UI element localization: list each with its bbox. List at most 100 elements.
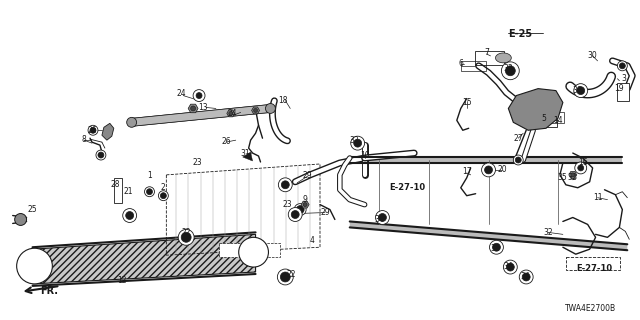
Circle shape xyxy=(253,108,257,112)
Circle shape xyxy=(571,173,575,177)
Text: 8: 8 xyxy=(82,135,86,144)
Text: 27: 27 xyxy=(513,134,523,143)
Polygon shape xyxy=(132,105,271,126)
Circle shape xyxy=(291,211,299,219)
Circle shape xyxy=(294,204,306,215)
Circle shape xyxy=(17,248,52,284)
Text: 26: 26 xyxy=(221,137,230,146)
Circle shape xyxy=(196,92,202,99)
Text: 7: 7 xyxy=(484,48,489,57)
Circle shape xyxy=(376,211,389,224)
Bar xyxy=(461,61,486,71)
Text: FR.: FR. xyxy=(40,286,58,296)
Text: TWA4E2700B: TWA4E2700B xyxy=(565,304,616,313)
Circle shape xyxy=(239,237,268,267)
Text: 11: 11 xyxy=(593,193,602,202)
Circle shape xyxy=(504,260,517,274)
Bar xyxy=(114,178,122,203)
Text: 1: 1 xyxy=(147,172,152,180)
Circle shape xyxy=(303,203,307,207)
Circle shape xyxy=(351,136,365,150)
Text: 16: 16 xyxy=(578,158,588,167)
Bar xyxy=(539,116,557,127)
Bar xyxy=(618,83,629,100)
Circle shape xyxy=(181,232,191,242)
Text: 28: 28 xyxy=(110,180,120,189)
Circle shape xyxy=(179,229,194,245)
Circle shape xyxy=(490,240,504,254)
Circle shape xyxy=(501,62,519,80)
Text: 21: 21 xyxy=(124,187,133,196)
Text: 19: 19 xyxy=(614,84,624,93)
Bar xyxy=(566,257,620,270)
Circle shape xyxy=(266,103,275,113)
Text: 23: 23 xyxy=(192,158,202,167)
Bar xyxy=(219,243,280,257)
Text: 9: 9 xyxy=(303,195,308,204)
Circle shape xyxy=(493,243,500,251)
Polygon shape xyxy=(243,152,253,161)
Circle shape xyxy=(577,87,585,95)
Circle shape xyxy=(191,106,196,111)
Circle shape xyxy=(125,212,134,220)
Text: 34: 34 xyxy=(374,215,385,224)
Circle shape xyxy=(88,125,98,135)
Text: 30: 30 xyxy=(588,52,598,60)
Text: 22: 22 xyxy=(287,269,296,278)
Text: 18: 18 xyxy=(278,96,288,105)
Circle shape xyxy=(161,193,166,199)
Text: 5: 5 xyxy=(541,114,547,123)
Text: 31: 31 xyxy=(241,148,250,157)
Circle shape xyxy=(147,189,152,195)
Circle shape xyxy=(515,157,521,163)
Circle shape xyxy=(98,152,104,158)
Polygon shape xyxy=(349,157,622,163)
Text: 13: 13 xyxy=(198,103,208,112)
Circle shape xyxy=(282,181,289,189)
Circle shape xyxy=(193,90,205,101)
Text: 2: 2 xyxy=(161,183,166,192)
Text: 15: 15 xyxy=(462,98,472,107)
Text: E-27-10: E-27-10 xyxy=(389,183,426,192)
Circle shape xyxy=(484,166,493,174)
Text: 35: 35 xyxy=(557,173,567,182)
Circle shape xyxy=(506,263,515,271)
Text: 34: 34 xyxy=(491,244,500,253)
Text: 29: 29 xyxy=(320,208,330,217)
Circle shape xyxy=(90,127,96,133)
Text: 30: 30 xyxy=(573,86,582,95)
Text: 17: 17 xyxy=(462,167,472,176)
Circle shape xyxy=(127,117,136,127)
Text: 32: 32 xyxy=(567,173,577,182)
Text: 3: 3 xyxy=(622,74,627,83)
Text: 34: 34 xyxy=(504,261,513,271)
Text: 32: 32 xyxy=(543,228,553,237)
Circle shape xyxy=(228,111,233,116)
Polygon shape xyxy=(495,53,511,63)
Text: E-27-10: E-27-10 xyxy=(576,264,612,273)
Circle shape xyxy=(378,213,387,221)
Text: 12: 12 xyxy=(117,276,127,285)
Text: 23: 23 xyxy=(282,200,292,209)
Text: 26: 26 xyxy=(87,126,97,135)
Circle shape xyxy=(574,84,588,98)
Circle shape xyxy=(522,273,530,281)
Polygon shape xyxy=(188,104,198,113)
Circle shape xyxy=(575,162,587,174)
Polygon shape xyxy=(252,107,260,114)
Circle shape xyxy=(481,163,495,177)
Polygon shape xyxy=(569,172,577,178)
Text: 6: 6 xyxy=(458,59,463,68)
Circle shape xyxy=(145,187,154,197)
Bar xyxy=(475,51,504,65)
Text: 33: 33 xyxy=(504,64,513,73)
Circle shape xyxy=(15,213,27,225)
Text: 24: 24 xyxy=(177,89,186,98)
Circle shape xyxy=(296,206,304,213)
Text: 34: 34 xyxy=(520,272,530,282)
Text: 29: 29 xyxy=(302,172,312,180)
Circle shape xyxy=(96,150,106,160)
Circle shape xyxy=(618,61,627,71)
Circle shape xyxy=(513,155,524,165)
Polygon shape xyxy=(301,201,309,208)
